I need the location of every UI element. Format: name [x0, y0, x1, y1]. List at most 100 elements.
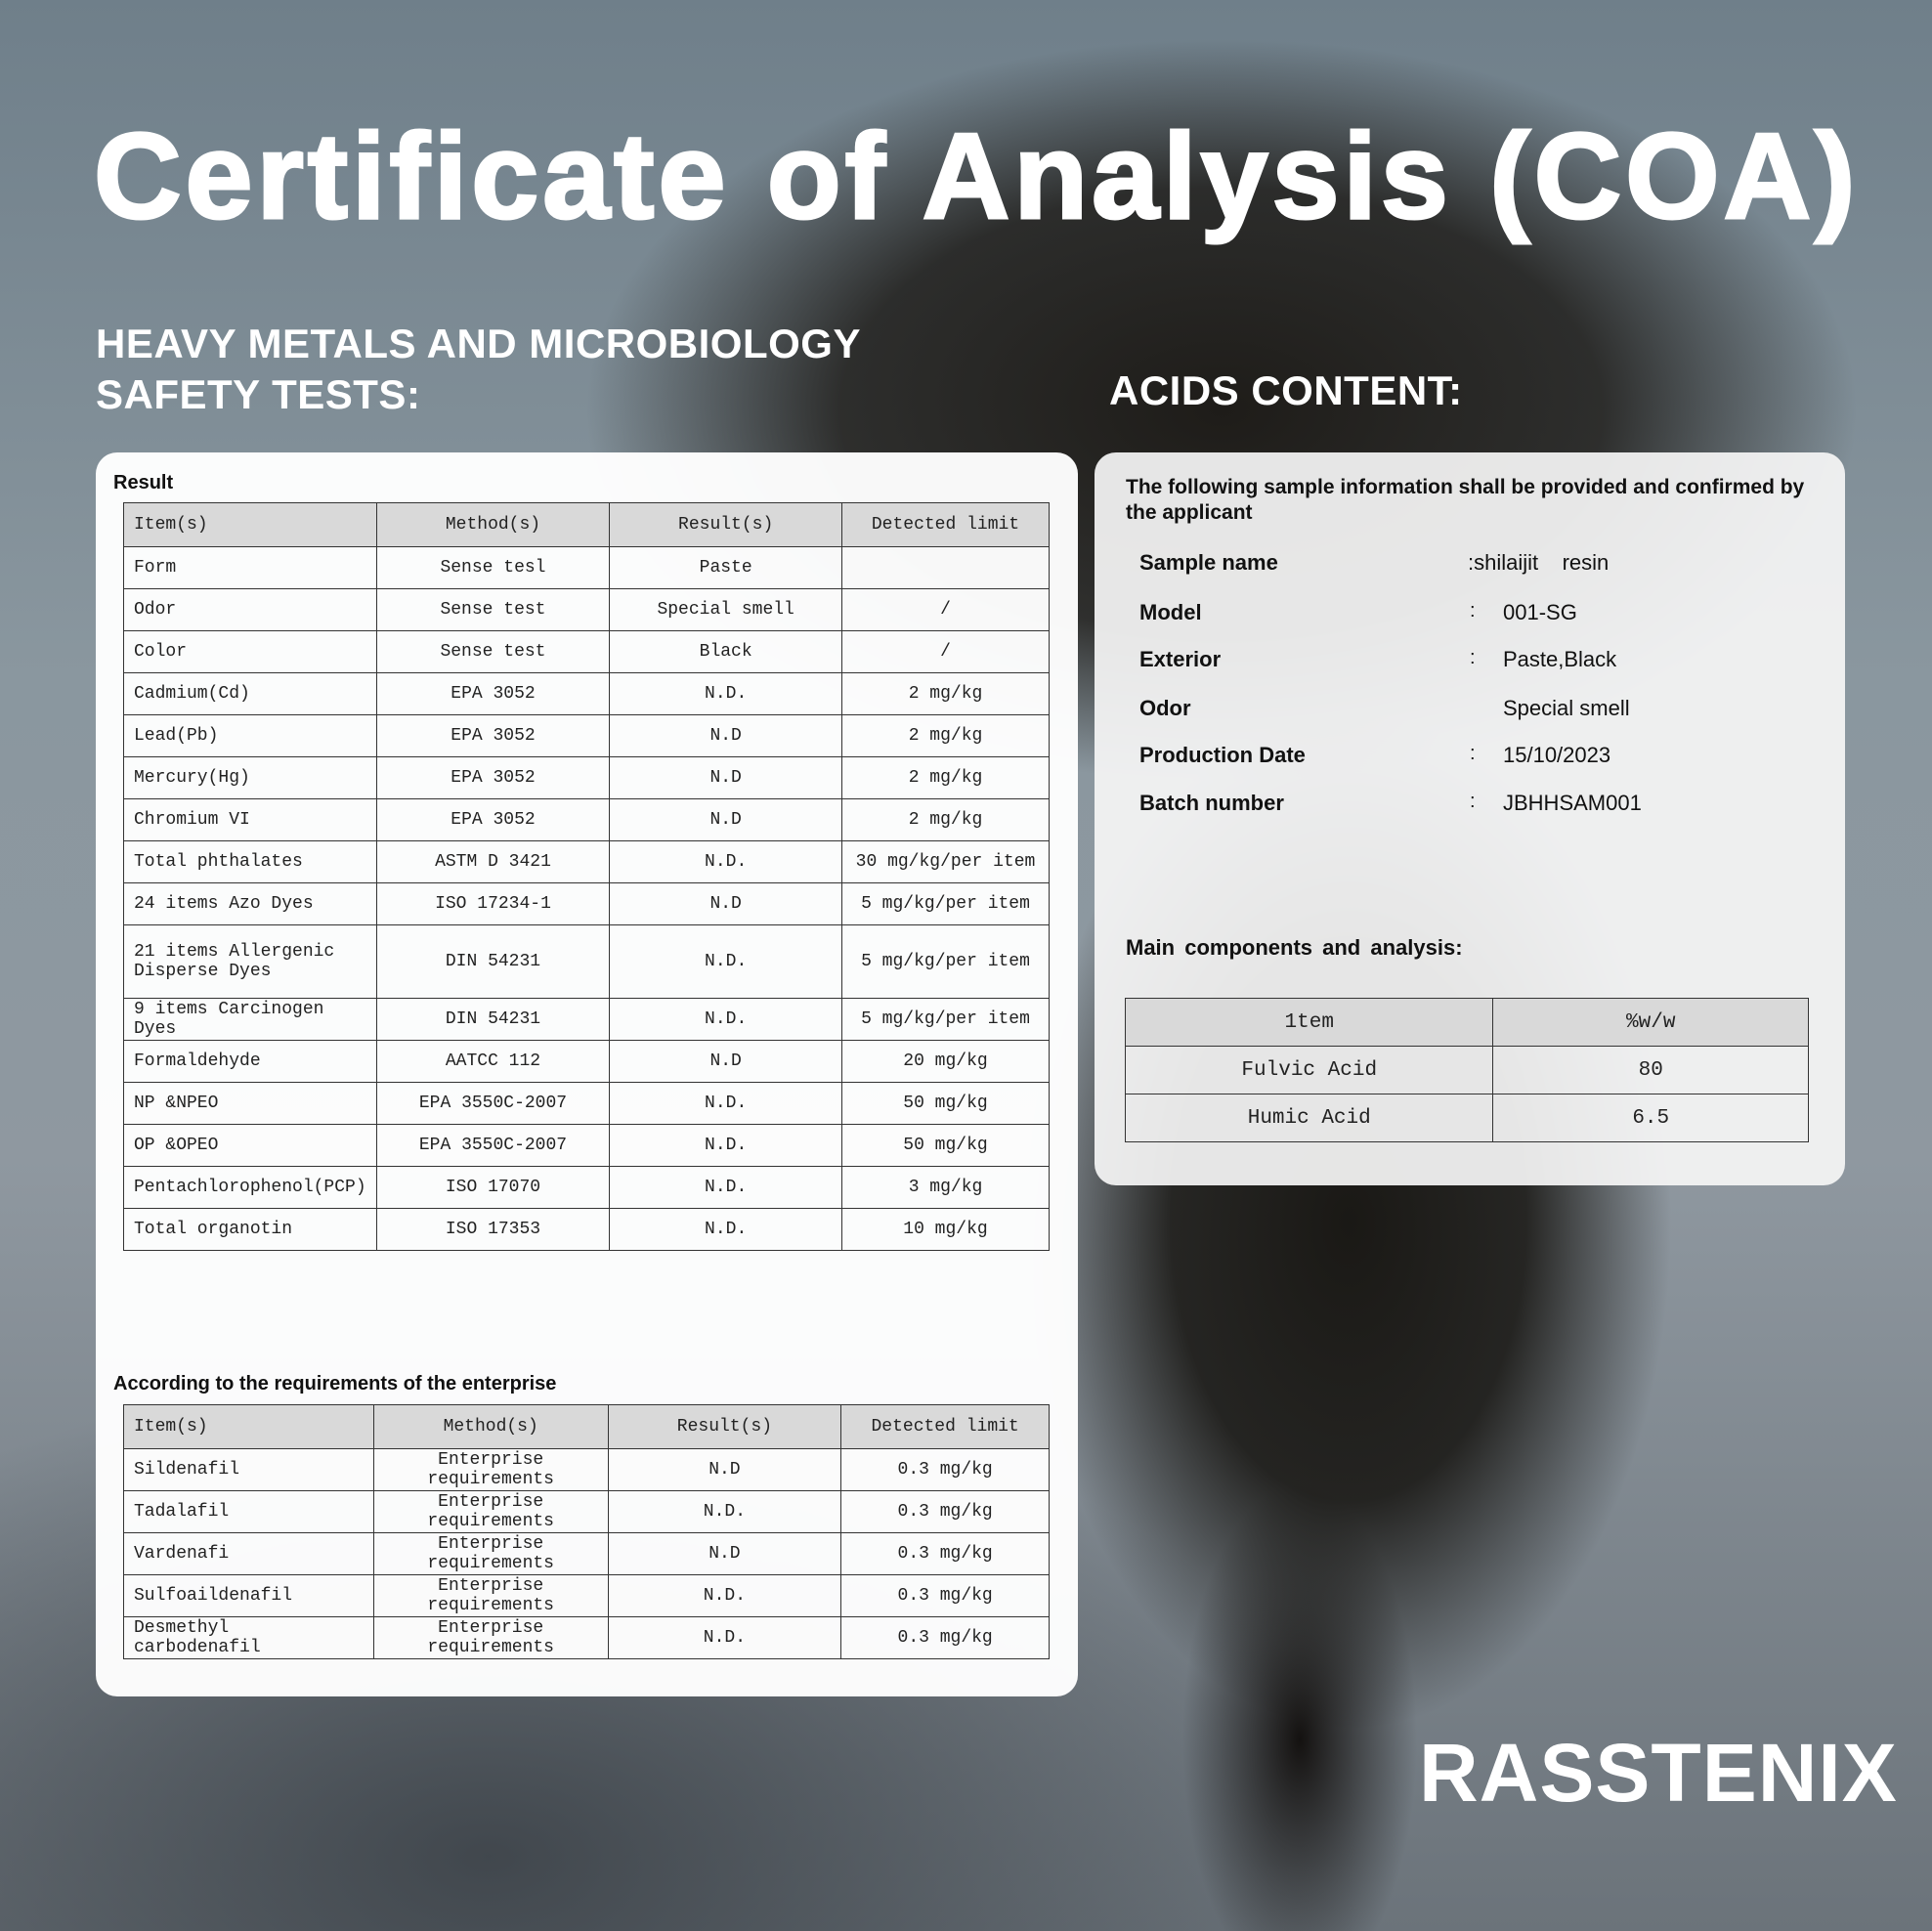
info-label: Production Date	[1139, 743, 1306, 767]
cell-limit: 5 mg/kg/per item	[841, 998, 1050, 1041]
result-table: Item(s) Method(s) Result(s) Detected lim…	[123, 502, 1050, 1251]
cell-method: EPA 3052	[375, 714, 611, 757]
enterprise-label: According to the requirements of the ent…	[113, 1373, 557, 1395]
cell-limit	[841, 546, 1050, 589]
cell-method: EPA 3052	[375, 798, 611, 841]
cell-method: EPA 3052	[375, 756, 611, 799]
table-row: Color Sense test Black /	[123, 630, 1050, 673]
header-item: Item(s)	[123, 1404, 374, 1449]
cell-item: Vardenafi	[123, 1532, 374, 1575]
cell-result: N.D.	[609, 672, 842, 715]
cell-result: N.D.	[609, 998, 842, 1041]
table-row: Total phthalates ASTM D 3421 N.D. 30 mg/kg/…	[123, 840, 1050, 883]
cell-item: Fulvic Acid	[1124, 1046, 1494, 1094]
cell-item: Lead(Pb)	[123, 714, 377, 757]
cell-method: DIN 54231	[375, 924, 611, 999]
info-value: :shilaijit resin	[1468, 550, 1610, 575]
cell-method: Sense test	[375, 630, 611, 673]
table-row: Sulfoaildenafil Enterprise requirements N.…	[123, 1574, 1050, 1617]
table-row: Lead(Pb) EPA 3052 N.D 2 mg/kg	[123, 714, 1050, 757]
cell-result: Black	[609, 630, 842, 673]
cell-result: N.D	[609, 798, 842, 841]
cell-percent: 6.5	[1492, 1094, 1809, 1142]
info-value: JBHHSAM001	[1503, 791, 1642, 815]
cell-result: N.D.	[609, 840, 842, 883]
table-row: Formaldehyde AATCC 112 N.D 20 mg/kg	[123, 1040, 1050, 1083]
cell-result: N.D.	[609, 924, 842, 999]
cell-method: Enterprise requirements	[372, 1616, 609, 1659]
cell-method: ISO 17353	[375, 1208, 611, 1251]
header-limit: Detected limit	[840, 1404, 1050, 1449]
cell-limit: 0.3 mg/kg	[840, 1574, 1050, 1617]
table-row: Form Sense tesl Paste	[123, 546, 1050, 589]
cell-method: EPA 3550C-2007	[375, 1082, 611, 1125]
info-label: Batch number	[1139, 791, 1284, 815]
cell-item: Sulfoaildenafil	[123, 1574, 374, 1617]
cell-result: N.D	[609, 756, 842, 799]
cell-result: N.D	[607, 1448, 842, 1491]
sample-info-intro: The following sample information shall b…	[1126, 476, 1805, 524]
cell-method: Sense tesl	[375, 546, 611, 589]
cell-item: Pentachlorophenol(PCP)	[123, 1166, 377, 1209]
table-row: Chromium VI EPA 3052 N.D 2 mg/kg	[123, 798, 1050, 841]
header-item: Item(s)	[123, 502, 377, 547]
cell-result: N.D.	[609, 1208, 842, 1251]
info-value: 001-SG	[1503, 600, 1577, 624]
cell-method: EPA 3550C-2007	[375, 1124, 611, 1167]
table-row: 21 items Allergenic Disperse Dyes DIN 542…	[123, 924, 1050, 999]
cell-item: Formaldehyde	[123, 1040, 377, 1083]
table-header-row: 1tem %w/w	[1124, 998, 1809, 1047]
table-row: Pentachlorophenol(PCP) ISO 17070 N.D. 3 mg/…	[123, 1166, 1050, 1209]
cell-method: DIN 54231	[375, 998, 611, 1041]
cell-limit: 2 mg/kg	[841, 672, 1050, 715]
info-value: Special smell	[1503, 696, 1630, 720]
cell-method: Enterprise requirements	[372, 1532, 609, 1575]
header-method: Method(s)	[372, 1404, 609, 1449]
cell-item: Odor	[123, 588, 377, 631]
brand-logo: RASSTENIX	[1419, 1727, 1898, 1819]
table-row: OP &OPEO EPA 3550C-2007 N.D. 50 mg/kg	[123, 1124, 1050, 1167]
cell-method: Enterprise requirements	[372, 1490, 609, 1533]
header-percent: %w/w	[1492, 998, 1809, 1047]
left-heading-line-2: SAFETY TESTS:	[96, 371, 421, 417]
table-row: Humic Acid 6.5	[1124, 1094, 1809, 1142]
cell-item: Total phthalates	[123, 840, 377, 883]
cell-limit: 20 mg/kg	[841, 1040, 1050, 1083]
cell-result: N.D	[609, 714, 842, 757]
cell-limit: 5 mg/kg/per item	[841, 924, 1050, 999]
cell-result: N.D.	[607, 1616, 842, 1659]
cell-limit: 0.3 mg/kg	[840, 1532, 1050, 1575]
cell-result: N.D.	[609, 1124, 842, 1167]
info-colon: :	[1470, 743, 1476, 764]
cell-method: AATCC 112	[375, 1040, 611, 1083]
cell-item: Humic Acid	[1124, 1094, 1494, 1142]
table-row: Fulvic Acid 80	[1124, 1046, 1809, 1094]
cell-result: Special smell	[609, 588, 842, 631]
header-result: Result(s)	[609, 502, 842, 547]
cell-item: OP &OPEO	[123, 1124, 377, 1167]
info-colon: :	[1470, 600, 1476, 622]
table-row: Vardenafi Enterprise requirements N.D 0.3 m…	[123, 1532, 1050, 1575]
cell-item: Chromium VI	[123, 798, 377, 841]
table-row: Cadmium(Cd) EPA 3052 N.D. 2 mg/kg	[123, 672, 1050, 715]
cell-item: Sildenafil	[123, 1448, 374, 1491]
table-row: Mercury(Hg) EPA 3052 N.D 2 mg/kg	[123, 756, 1050, 799]
cell-method: ISO 17070	[375, 1166, 611, 1209]
cell-limit: 5 mg/kg/per item	[841, 882, 1050, 925]
table-header-row: Item(s) Method(s) Result(s) Detected lim…	[123, 1404, 1050, 1449]
cell-limit: 0.3 mg/kg	[840, 1490, 1050, 1533]
cell-limit: 10 mg/kg	[841, 1208, 1050, 1251]
cell-item: 21 items Allergenic Disperse Dyes	[123, 924, 377, 999]
cell-result: N.D.	[609, 1082, 842, 1125]
table-header-row: Item(s) Method(s) Result(s) Detected lim…	[123, 502, 1050, 547]
cell-limit: 30 mg/kg/per item	[841, 840, 1050, 883]
cell-result: N.D.	[609, 1166, 842, 1209]
cell-method: Enterprise requirements	[372, 1448, 609, 1491]
header-item: 1tem	[1124, 998, 1494, 1047]
components-table: 1tem %w/w Fulvic Acid 80 Humic Acid 6.5	[1124, 998, 1809, 1142]
info-colon: :	[1470, 791, 1476, 812]
left-heading-line-1: HEAVY METALS AND MICROBIOLOGY	[96, 321, 861, 366]
cell-method: Enterprise requirements	[372, 1574, 609, 1617]
info-label: Exterior	[1139, 647, 1222, 671]
info-colon: :	[1470, 647, 1476, 668]
